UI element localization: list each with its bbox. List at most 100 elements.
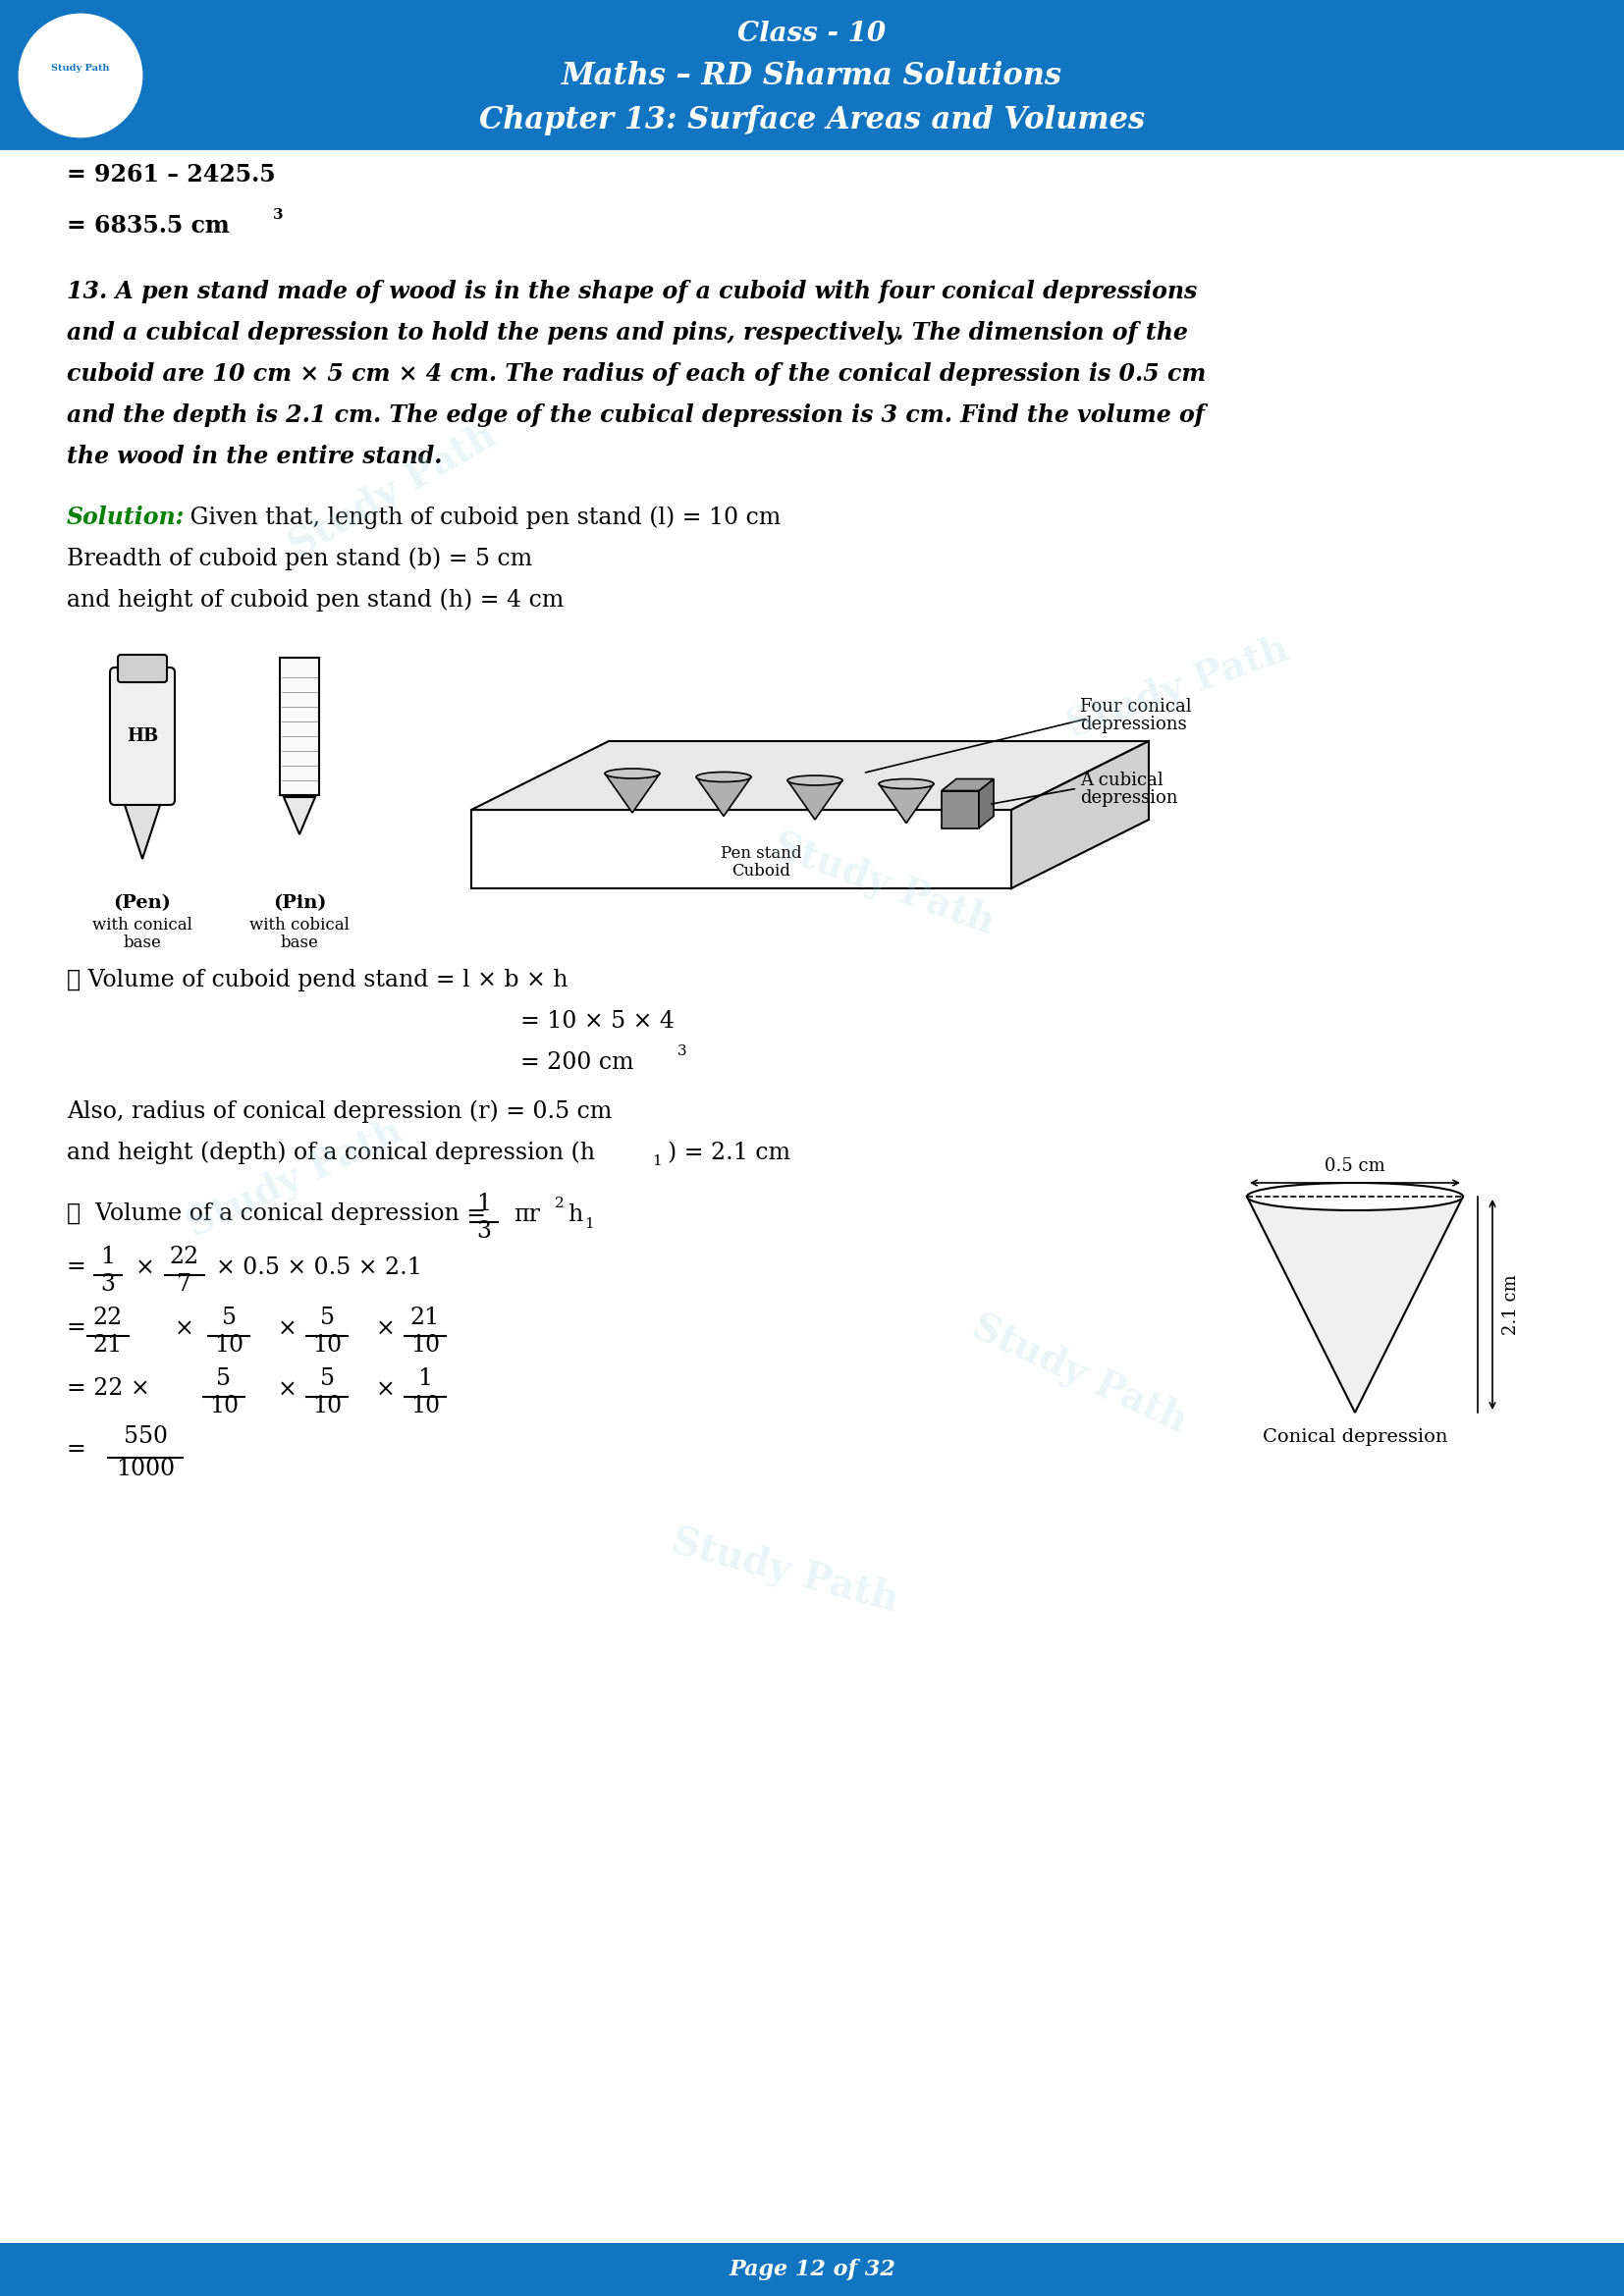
Text: 1: 1: [476, 1192, 492, 1215]
Text: Study Path: Study Path: [966, 1309, 1194, 1440]
Text: and the depth is 2.1 cm. The edge of the cubical depression is 3 cm. Find the vo: and the depth is 2.1 cm. The edge of the…: [67, 404, 1205, 427]
Text: 10: 10: [214, 1334, 244, 1357]
Text: 5: 5: [221, 1306, 235, 1329]
Text: Conical depression: Conical depression: [1262, 1428, 1447, 1446]
Text: 550: 550: [123, 1426, 167, 1449]
Polygon shape: [697, 776, 752, 815]
Text: = 200 cm: = 200 cm: [520, 1052, 633, 1075]
Text: 21: 21: [411, 1306, 440, 1329]
Text: ×: ×: [278, 1378, 297, 1401]
Text: and height of cuboid pen stand (h) = 4 cm: and height of cuboid pen stand (h) = 4 c…: [67, 588, 564, 611]
Text: with cobical: with cobical: [250, 916, 349, 934]
Text: base: base: [281, 934, 318, 951]
Text: 13. A pen stand made of wood is in the shape of a cuboid with four conical depre: 13. A pen stand made of wood is in the s…: [67, 280, 1197, 303]
Text: Study Path: Study Path: [283, 416, 503, 565]
Text: ∴ Volume of cuboid pend stand = l × b × h: ∴ Volume of cuboid pend stand = l × b × …: [67, 969, 568, 992]
Text: 1: 1: [417, 1368, 432, 1389]
Text: 2.1 cm: 2.1 cm: [1502, 1274, 1520, 1334]
Text: 3: 3: [477, 1219, 492, 1242]
Text: HB: HB: [127, 728, 158, 744]
Text: 21: 21: [93, 1334, 123, 1357]
Text: =: =: [67, 1437, 86, 1460]
Polygon shape: [125, 806, 161, 859]
Text: Maths – RD Sharma Solutions: Maths – RD Sharma Solutions: [562, 62, 1062, 92]
FancyBboxPatch shape: [0, 0, 1624, 152]
Text: A cubical: A cubical: [991, 771, 1163, 804]
Text: Study Path: Study Path: [1062, 629, 1294, 744]
Text: base: base: [123, 934, 161, 951]
Text: 7: 7: [177, 1274, 192, 1295]
Text: 5: 5: [216, 1368, 231, 1389]
Ellipse shape: [1247, 1182, 1463, 1210]
Text: depressions: depressions: [1080, 716, 1187, 732]
Text: ×: ×: [175, 1318, 195, 1341]
Text: 5: 5: [320, 1306, 335, 1329]
Text: =: =: [67, 1316, 86, 1339]
Text: (Pen): (Pen): [114, 893, 171, 912]
Text: 10: 10: [312, 1334, 341, 1357]
Text: ) = 2.1 cm: ) = 2.1 cm: [667, 1141, 791, 1164]
Text: 3: 3: [273, 209, 284, 223]
FancyBboxPatch shape: [57, 647, 1559, 983]
Text: 1: 1: [651, 1155, 661, 1169]
Text: Also, radius of conical depression (r) = 0.5 cm: Also, radius of conical depression (r) =…: [67, 1100, 612, 1123]
Text: and height (depth) of a conical depression (h: and height (depth) of a conical depressi…: [67, 1141, 594, 1164]
Text: Four conical: Four conical: [866, 698, 1192, 771]
Text: 22: 22: [93, 1306, 123, 1329]
Text: = 9261 – 2425.5: = 9261 – 2425.5: [67, 163, 276, 186]
Polygon shape: [471, 810, 1012, 889]
Text: 3: 3: [101, 1274, 115, 1295]
Text: Study Path: Study Path: [180, 1111, 408, 1244]
Text: =: =: [67, 1256, 86, 1279]
Ellipse shape: [604, 769, 659, 778]
Text: depression: depression: [1080, 790, 1177, 806]
Text: 10: 10: [411, 1396, 440, 1417]
Text: Chapter 13: Surface Areas and Volumes: Chapter 13: Surface Areas and Volumes: [479, 106, 1145, 135]
Ellipse shape: [697, 771, 752, 783]
Text: ∴  Volume of a conical depression =: ∴ Volume of a conical depression =: [67, 1203, 486, 1226]
Text: 1: 1: [101, 1247, 115, 1267]
Text: ×: ×: [377, 1378, 396, 1401]
Text: and a cubical depression to hold the pens and pins, respectively. The dimension : and a cubical depression to hold the pen…: [67, 321, 1187, 344]
FancyBboxPatch shape: [119, 654, 167, 682]
Text: 0.5 cm: 0.5 cm: [1325, 1157, 1385, 1176]
Text: the wood in the entire stand.: the wood in the entire stand.: [67, 445, 442, 468]
Text: = 6835.5 cm: = 6835.5 cm: [67, 214, 229, 236]
Text: Cuboid: Cuboid: [731, 863, 791, 879]
Text: Study Path: Study Path: [52, 64, 110, 71]
Polygon shape: [942, 778, 994, 790]
Text: 1: 1: [585, 1217, 594, 1231]
Text: cuboid are 10 cm × 5 cm × 4 cm. The radius of each of the conical depression is : cuboid are 10 cm × 5 cm × 4 cm. The radi…: [67, 363, 1207, 386]
Text: 1000: 1000: [115, 1458, 175, 1481]
Text: Given that, length of cuboid pen stand (l) = 10 cm: Given that, length of cuboid pen stand (…: [182, 505, 781, 528]
Polygon shape: [979, 778, 994, 829]
Text: h: h: [567, 1203, 583, 1226]
Text: Page 12 of 32: Page 12 of 32: [729, 2259, 895, 2280]
Text: 10: 10: [411, 1334, 440, 1357]
Ellipse shape: [788, 776, 843, 785]
Text: × 0.5 × 0.5 × 2.1: × 0.5 × 0.5 × 2.1: [216, 1256, 422, 1279]
Text: 10: 10: [312, 1396, 341, 1417]
Text: ×: ×: [135, 1256, 154, 1279]
Bar: [279, 657, 318, 794]
Text: πr: πr: [513, 1203, 541, 1226]
Polygon shape: [788, 781, 843, 820]
Text: with conical: with conical: [93, 916, 192, 934]
Text: ×: ×: [377, 1318, 396, 1341]
Ellipse shape: [879, 778, 934, 790]
Polygon shape: [471, 742, 1148, 810]
FancyBboxPatch shape: [110, 668, 175, 806]
Text: Class - 10: Class - 10: [737, 21, 887, 48]
Text: Breadth of cuboid pen stand (b) = 5 cm: Breadth of cuboid pen stand (b) = 5 cm: [67, 546, 533, 569]
Polygon shape: [604, 774, 659, 813]
Polygon shape: [284, 797, 315, 833]
Text: Solution:: Solution:: [67, 505, 185, 528]
Polygon shape: [1247, 1196, 1463, 1412]
Text: (Pin): (Pin): [273, 893, 326, 912]
Text: ×: ×: [278, 1318, 297, 1341]
Text: 22: 22: [171, 1247, 200, 1267]
FancyBboxPatch shape: [0, 2243, 1624, 2296]
Text: Study Path: Study Path: [667, 1522, 903, 1619]
Text: 10: 10: [209, 1396, 239, 1417]
Circle shape: [19, 14, 141, 135]
